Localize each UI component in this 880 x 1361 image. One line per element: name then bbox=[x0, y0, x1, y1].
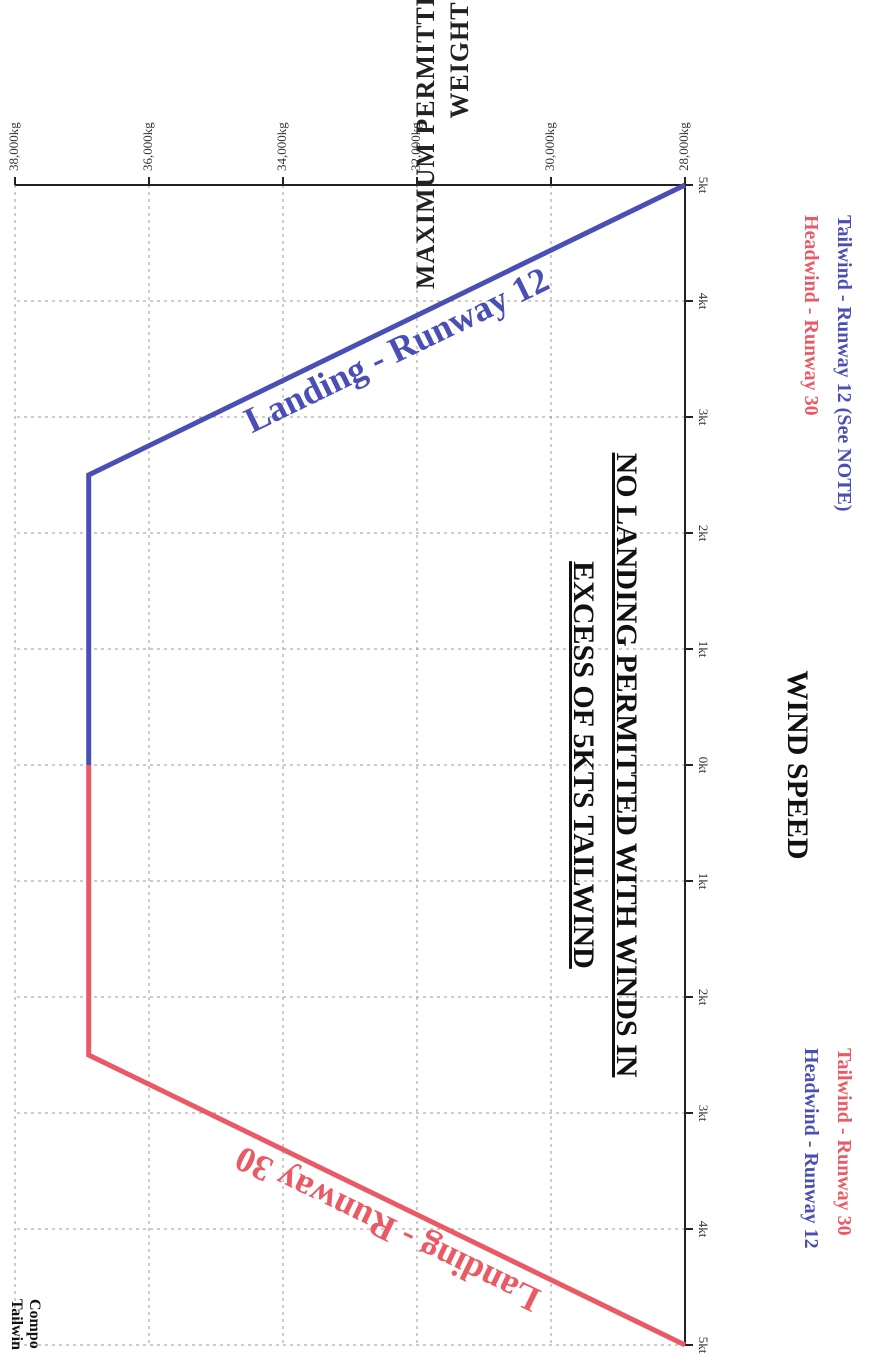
y-axis-title-line-1: MAXIMUM PERMITTED LANDING bbox=[411, 0, 440, 289]
y-tick-label-group: 34,000kg bbox=[274, 122, 289, 171]
x-tick-label: 4kt bbox=[696, 293, 711, 310]
legend-tailwind-runway-30: Tailwind - Runway 30 bbox=[833, 1048, 855, 1236]
y-tick-label: 28,000kg bbox=[676, 122, 691, 171]
y-axis-title-line-2: WEIGHT bbox=[445, 1, 474, 118]
x-tick-label: 2kt bbox=[696, 989, 711, 1006]
legend-tailwind-runway-12: Tailwind - Runway 12 (See NOTE) bbox=[833, 215, 855, 512]
y-tick-label-group: 30,000kg bbox=[542, 122, 557, 171]
x-tick-label: 3kt bbox=[696, 409, 711, 426]
notice-line-2: EXCESS OF 5KTS TAILWIND bbox=[567, 561, 600, 969]
x-tick-label: 3kt bbox=[696, 1105, 711, 1122]
x-tick-label: 4kt bbox=[696, 1221, 711, 1238]
y-tick-label: 32,000kg bbox=[408, 122, 423, 171]
x-tick-label: 5kt bbox=[696, 1337, 711, 1354]
legend-headwind-runway-30: Headwind - Runway 30 bbox=[800, 215, 822, 416]
y-tick-label-group: 36,000kg bbox=[140, 122, 155, 171]
series-line bbox=[86, 182, 687, 765]
y-tick-label: 38,000kg bbox=[6, 122, 21, 171]
y-tick-label: 36,000kg bbox=[140, 122, 155, 171]
y-tick-label-group: 28,000kg bbox=[676, 122, 691, 171]
x-tick-label: 2kt bbox=[696, 525, 711, 542]
y-tick-label: 30,000kg bbox=[542, 122, 557, 171]
x-ticks: 5kt 4kt 3kt 2kt 1kt 0kt 1kt 2kt 3kt 4kt 5kt bbox=[685, 177, 711, 1354]
y-tick-label: 34,000kg bbox=[274, 122, 289, 171]
legend-headwind-runway-12: Headwind - Runway 12 bbox=[800, 1048, 822, 1249]
y-tick-label-group: 38,000kg bbox=[6, 122, 21, 171]
corner-note-line-1: Tailwin bbox=[8, 1299, 25, 1350]
notice-line-1: NO LANDING PERMITTED WITH WINDS IN bbox=[610, 453, 643, 1078]
x-tick-label: 1kt bbox=[696, 873, 711, 890]
x-tick-label: 5kt bbox=[696, 177, 711, 194]
y-ticks: 28,000kg 30,000kg 32,000kg 34,000kg 36,000kg… bbox=[6, 122, 691, 185]
x-tick-label: 1kt bbox=[696, 641, 711, 658]
series-lines bbox=[86, 182, 687, 1348]
series-label-runway-12: Landing - Runway 12 bbox=[238, 259, 555, 441]
x-axis-title: WIND SPEED bbox=[781, 670, 814, 859]
y-tick-label-group: 32,000kg bbox=[408, 122, 423, 171]
corner-note-line-2: Compo bbox=[26, 1299, 43, 1349]
series-line bbox=[86, 765, 687, 1348]
x-tick-label: 0kt bbox=[696, 757, 711, 774]
